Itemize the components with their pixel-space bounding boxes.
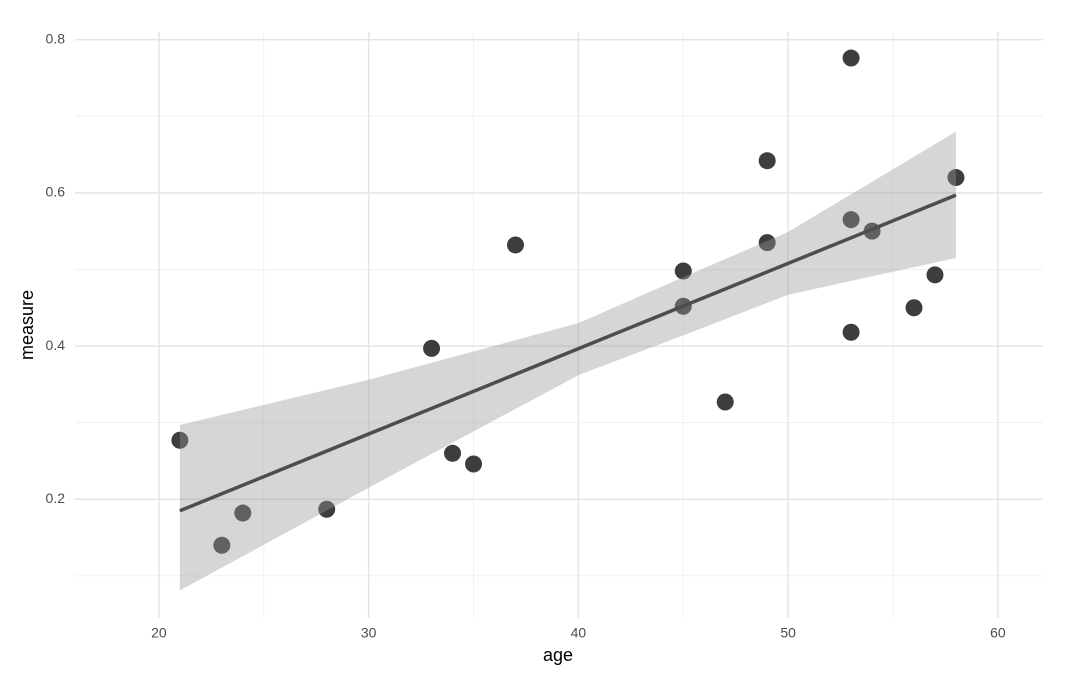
point <box>674 262 692 280</box>
point <box>318 500 336 518</box>
point <box>926 266 944 284</box>
point <box>905 299 923 317</box>
x-tick-label: 20 <box>151 625 167 641</box>
point <box>171 431 189 449</box>
point <box>842 211 860 229</box>
x-tick-label: 30 <box>361 625 377 641</box>
x-tick-label: 40 <box>571 625 587 641</box>
point <box>444 444 462 462</box>
confidence-band <box>179 131 956 591</box>
point <box>465 455 483 473</box>
point <box>506 236 524 254</box>
y-tick-label: 0.8 <box>46 30 66 46</box>
point <box>234 504 252 522</box>
y-tick-label: 0.2 <box>46 490 66 506</box>
point <box>423 339 441 357</box>
point <box>716 393 734 411</box>
x-tick-label: 60 <box>990 625 1006 641</box>
x-tick-label: 50 <box>780 625 796 641</box>
y-tick-label: 0.6 <box>46 184 66 200</box>
point <box>842 323 860 341</box>
y-tick-label: 0.4 <box>46 337 66 353</box>
point <box>213 536 231 554</box>
fit-line <box>179 193 957 513</box>
point <box>947 169 965 187</box>
x-axis-title: age <box>543 645 573 665</box>
y-axis-title: measure <box>17 290 37 360</box>
point <box>758 152 776 170</box>
point <box>758 234 776 252</box>
point <box>842 49 860 67</box>
